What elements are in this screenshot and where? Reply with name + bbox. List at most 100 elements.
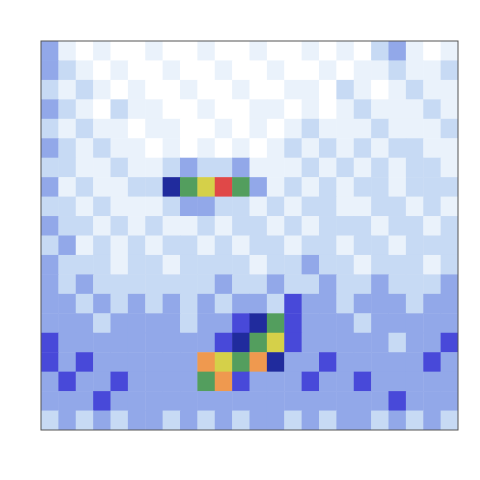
heat-cell — [371, 313, 389, 333]
heat-cell — [336, 177, 354, 197]
heat-cell — [111, 60, 129, 80]
heat-cell — [371, 294, 389, 314]
heat-cell — [371, 119, 389, 139]
heat-cell — [163, 177, 181, 197]
heat-cell — [423, 119, 441, 139]
heat-cell — [93, 255, 111, 275]
heat-cell — [197, 41, 215, 61]
heat-cell — [163, 333, 181, 353]
heat-cell — [336, 274, 354, 294]
heat-cell — [406, 119, 424, 139]
heat-cell — [111, 411, 129, 430]
heat-cell — [406, 41, 424, 61]
heat-cell — [284, 216, 302, 236]
heat-cell — [423, 274, 441, 294]
heat-cell — [180, 158, 198, 178]
heat-cell — [128, 197, 146, 217]
heat-cell — [180, 372, 198, 392]
heat-cell — [197, 60, 215, 80]
heat-cell — [250, 99, 268, 119]
heat-cell — [250, 236, 268, 256]
heat-cell — [284, 411, 302, 430]
heat-cell — [145, 313, 163, 333]
heat-cell — [145, 216, 163, 236]
heat-cell — [267, 80, 285, 100]
heat-cell — [197, 138, 215, 158]
heat-cell — [319, 197, 337, 217]
heat-cell — [406, 80, 424, 100]
heat-cell — [267, 333, 285, 353]
heat-cell — [302, 313, 320, 333]
heat-cell — [302, 236, 320, 256]
heat-cell — [111, 236, 129, 256]
heat-cell — [76, 236, 94, 256]
heat-cell — [354, 391, 372, 411]
heat-cell — [128, 138, 146, 158]
heat-cell — [284, 274, 302, 294]
heat-cell — [145, 99, 163, 119]
heat-cell — [267, 391, 285, 411]
heat-cell — [302, 60, 320, 80]
heat-cell — [441, 138, 458, 158]
heat-cell — [319, 391, 337, 411]
heat-cell — [232, 372, 250, 392]
heat-cell — [250, 158, 268, 178]
heat-cell — [111, 274, 129, 294]
heat-cell — [441, 41, 458, 61]
heat-cell — [128, 255, 146, 275]
heat-cell — [406, 177, 424, 197]
heat-cell — [423, 41, 441, 61]
heat-cell — [145, 274, 163, 294]
heat-cell — [41, 177, 59, 197]
heat-cell — [423, 177, 441, 197]
heat-cell — [180, 80, 198, 100]
heat-cell — [41, 411, 59, 430]
heat-cell — [441, 80, 458, 100]
heat-cell — [302, 99, 320, 119]
heat-cell — [423, 352, 441, 372]
heat-cell — [197, 80, 215, 100]
heat-cell — [354, 41, 372, 61]
heat-cell — [389, 411, 407, 430]
heat-cell — [354, 372, 372, 392]
heat-cell — [163, 99, 181, 119]
heat-cell — [215, 411, 233, 430]
heat-cell — [215, 255, 233, 275]
heat-cell — [76, 294, 94, 314]
heat-cell — [389, 352, 407, 372]
heat-cell — [354, 80, 372, 100]
heat-cell — [180, 274, 198, 294]
heat-cell — [145, 138, 163, 158]
heat-cell — [128, 41, 146, 61]
heat-cell — [302, 80, 320, 100]
heat-cell — [215, 372, 233, 392]
heat-cell — [389, 41, 407, 61]
heat-cell — [93, 274, 111, 294]
heat-cell — [406, 372, 424, 392]
heat-cell — [128, 216, 146, 236]
heat-cell — [319, 41, 337, 61]
heat-cell — [163, 352, 181, 372]
heat-cell — [319, 294, 337, 314]
heat-cell — [41, 60, 59, 80]
heat-cell — [232, 119, 250, 139]
heat-cell — [58, 80, 76, 100]
heat-cell — [336, 80, 354, 100]
heat-cell — [111, 119, 129, 139]
heat-cell — [319, 119, 337, 139]
heat-cell — [336, 138, 354, 158]
heat-cell — [389, 177, 407, 197]
heat-cell — [163, 60, 181, 80]
heat-cell — [145, 41, 163, 61]
heat-cell — [58, 119, 76, 139]
heat-cell — [319, 216, 337, 236]
heat-cell — [232, 352, 250, 372]
heat-cell — [145, 119, 163, 139]
heat-cell — [371, 216, 389, 236]
heat-cell — [423, 99, 441, 119]
heat-cell — [197, 197, 215, 217]
heat-cell — [93, 411, 111, 430]
heat-cell — [232, 216, 250, 236]
heat-cell — [232, 80, 250, 100]
heat-cell — [336, 99, 354, 119]
